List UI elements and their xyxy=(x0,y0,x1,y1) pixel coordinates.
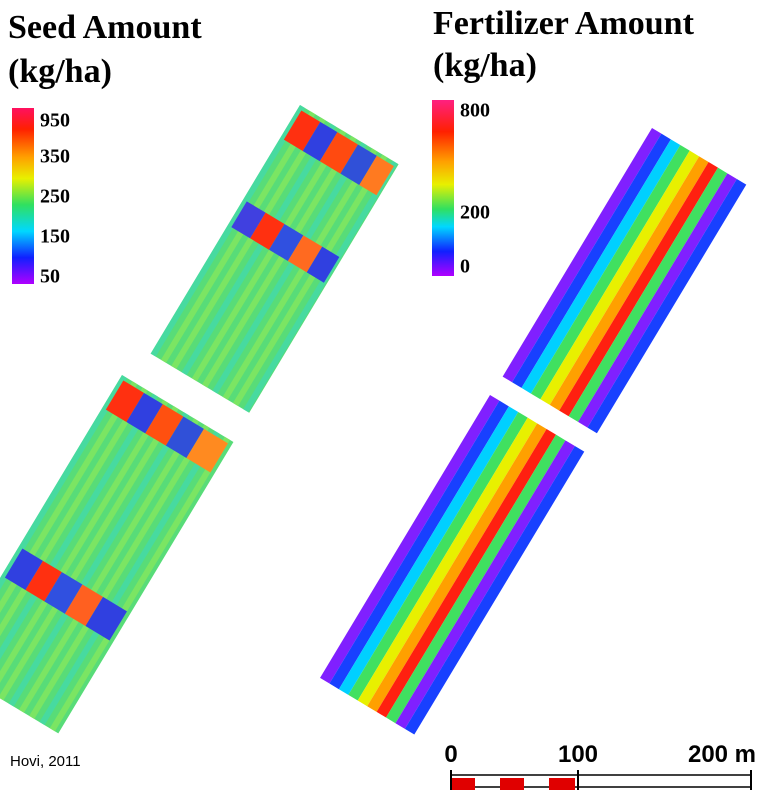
legend-label: 150 xyxy=(40,226,70,248)
map-title: Fertilizer Amount xyxy=(433,5,695,42)
scale-segment xyxy=(451,778,475,790)
field xyxy=(0,375,233,733)
field-maps xyxy=(0,105,746,735)
legend-colorbar xyxy=(12,108,34,284)
scale-segment xyxy=(549,778,575,790)
legend-label: 200 xyxy=(460,202,490,224)
scale-bar: 0 100 200 m xyxy=(444,741,756,790)
legend-label: 350 xyxy=(40,146,70,168)
field xyxy=(320,395,584,735)
field xyxy=(503,128,747,433)
source-note: Hovi, 2011 xyxy=(10,753,81,770)
scale-label: 100 xyxy=(558,741,598,768)
scale-frame xyxy=(451,775,751,787)
legend-colorbar xyxy=(432,100,454,276)
map-title-unit: (kg/ha) xyxy=(433,47,537,84)
scale-segment xyxy=(500,778,524,790)
legend-label: 800 xyxy=(460,100,490,122)
scale-label: 0 xyxy=(444,741,457,768)
legend-label: 250 xyxy=(40,186,70,208)
map-figure: Seed Amount (kg/ha) 950 350 250 150 50 F… xyxy=(0,0,762,790)
legend-label: 50 xyxy=(40,266,60,288)
legend-label: 0 xyxy=(460,256,470,278)
legend-label: 950 xyxy=(40,110,70,132)
map-title-unit: (kg/ha) xyxy=(8,53,112,90)
map-title: Seed Amount xyxy=(8,9,202,46)
field xyxy=(151,105,399,413)
scale-label: 200 m xyxy=(688,741,756,768)
